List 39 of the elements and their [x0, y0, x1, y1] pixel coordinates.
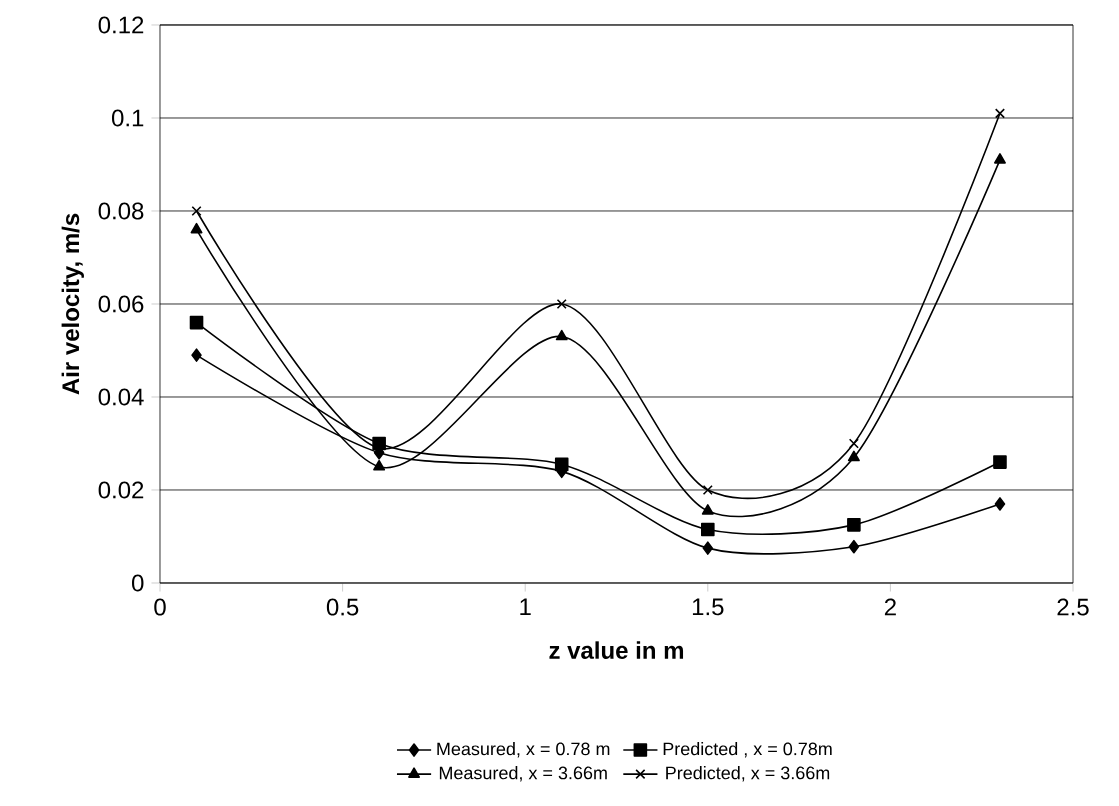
point	[994, 108, 1005, 119]
y-tick-label: 0.12	[98, 16, 144, 34]
y-tick-label: 0	[131, 574, 144, 592]
legend-label: Predicted, x = 3.66m	[666, 766, 830, 782]
point	[701, 522, 715, 537]
x-tick-label: 1.5	[692, 598, 724, 616]
point	[993, 153, 1006, 164]
x-tick-label: 0.5	[326, 598, 359, 616]
point	[994, 497, 1006, 511]
x-tick-label: 1	[520, 598, 531, 616]
x-tick-label: 0	[154, 598, 166, 616]
legend-label: Predicted , x = 0.78m	[663, 742, 832, 758]
point	[848, 539, 860, 554]
point	[373, 459, 386, 471]
y-tick-label: 0.1	[111, 109, 144, 127]
y-tick-label: 0.08	[98, 202, 144, 220]
point	[554, 457, 569, 472]
y-tick-label: 0.02	[98, 481, 144, 499]
legend-label: Measured, x = 3.66m	[439, 766, 607, 782]
x-tick-label: 2	[884, 598, 896, 616]
point	[189, 315, 204, 330]
point	[701, 504, 714, 515]
y-axis-title: Air velocity, m/s	[61, 213, 84, 395]
point	[556, 298, 567, 310]
point	[702, 541, 714, 555]
x-tick-label: 2.5	[1057, 598, 1089, 616]
point	[993, 455, 1007, 469]
x-axis-title: z value in m	[549, 641, 684, 659]
point	[191, 348, 202, 362]
y-tick-label: 0.04	[98, 388, 144, 406]
point	[847, 450, 860, 462]
point	[848, 438, 859, 449]
legend-label: Measured, x = 0.78 m	[437, 742, 610, 758]
point	[191, 205, 202, 217]
y-tick-label: 0.06	[98, 295, 144, 313]
point	[555, 329, 568, 341]
point	[702, 484, 713, 496]
point	[847, 518, 861, 532]
point	[190, 222, 203, 234]
